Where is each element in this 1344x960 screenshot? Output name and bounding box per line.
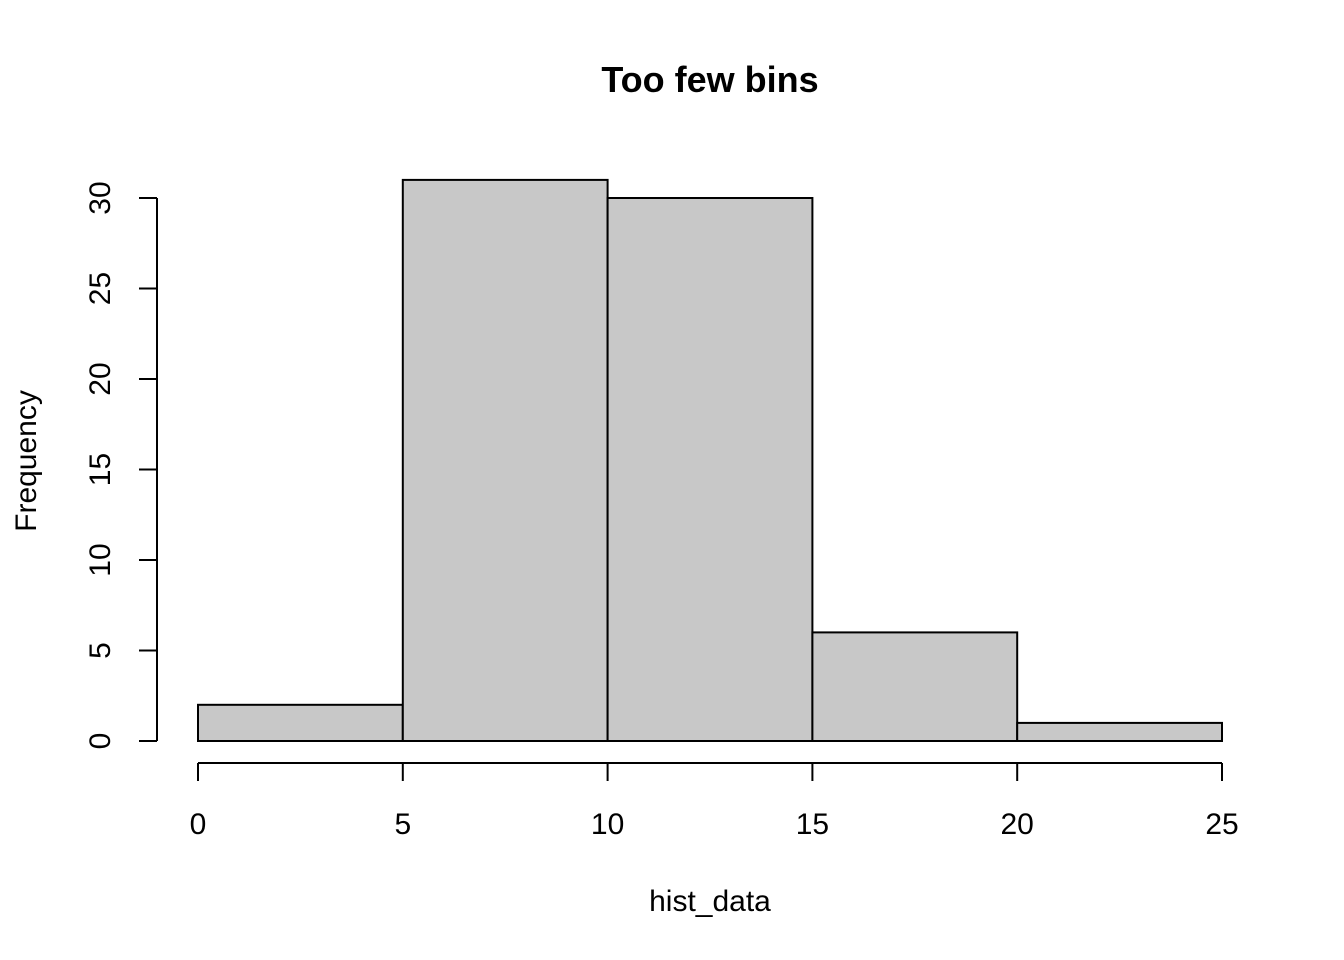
y-tick-label: 30	[84, 181, 117, 214]
x-tick-label: 5	[394, 808, 411, 841]
y-tick-label: 0	[84, 733, 117, 750]
y-tick-label: 15	[84, 453, 117, 486]
x-tick-label: 0	[190, 808, 207, 841]
histogram-bar-4	[1016, 721, 1224, 743]
y-tick-label: 25	[84, 272, 117, 305]
histogram-bar-0	[197, 703, 404, 742]
y-axis: 0 5 10 15 20 25 30	[84, 181, 158, 750]
x-axis: 0 5 10 15 20 25	[190, 762, 1239, 841]
chart-title: Too few bins	[601, 59, 818, 100]
x-tick-label: 20	[1001, 808, 1034, 841]
histogram-bar-1	[401, 178, 609, 742]
y-tick-label: 5	[84, 642, 117, 659]
bars-group	[197, 178, 1224, 743]
y-tick-label: 20	[84, 362, 117, 395]
x-tick-label: 15	[796, 808, 829, 841]
histogram-bar-3	[811, 631, 1019, 743]
x-tick-label: 10	[591, 808, 624, 841]
y-axis-title: Frequency	[10, 390, 43, 532]
x-tick-label: 25	[1205, 808, 1238, 841]
y-tick-label: 10	[84, 543, 117, 576]
x-axis-title: hist_data	[649, 885, 771, 918]
histogram-bar-2	[606, 197, 814, 742]
